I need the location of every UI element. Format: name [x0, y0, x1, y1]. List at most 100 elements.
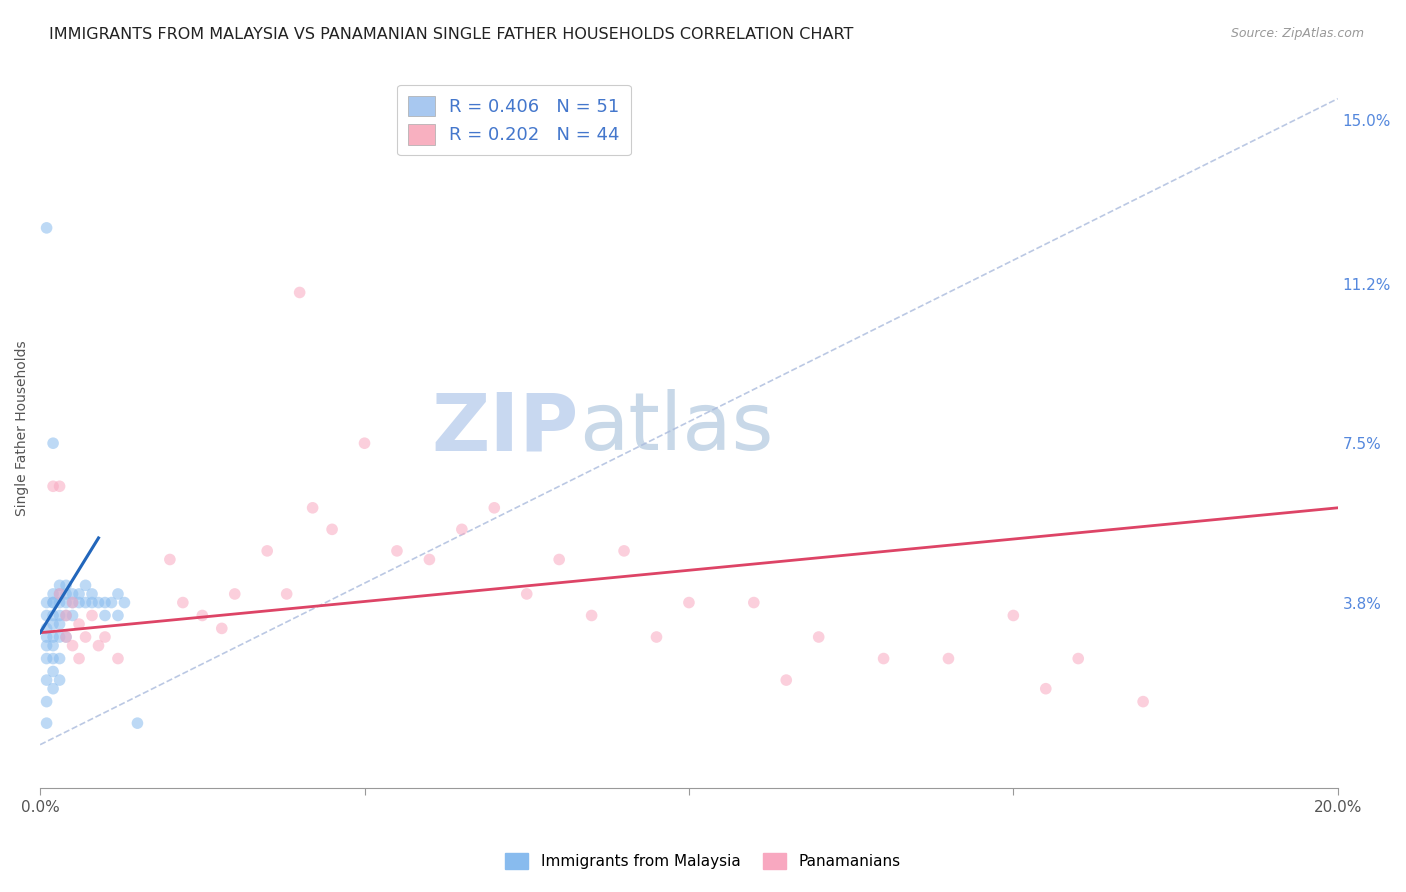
Point: [1002, 608, 1025, 623]
Point: [107, 651, 129, 665]
Point: [548, 552, 571, 566]
Point: [62, 596, 84, 610]
Point: [42, 681, 65, 696]
Point: [55, 630, 77, 644]
Point: [48, 596, 70, 610]
Point: [48, 578, 70, 592]
Point: [42, 436, 65, 450]
Point: [1067, 651, 1090, 665]
Point: [42, 608, 65, 623]
Point: [42, 596, 65, 610]
Point: [62, 596, 84, 610]
Point: [938, 651, 960, 665]
Point: [484, 500, 506, 515]
Point: [80, 608, 103, 623]
Point: [42, 639, 65, 653]
Point: [159, 552, 181, 566]
Point: [107, 608, 129, 623]
Point: [581, 608, 603, 623]
Point: [55, 608, 77, 623]
Point: [678, 596, 700, 610]
Point: [55, 578, 77, 592]
Text: IMMIGRANTS FROM MALAYSIA VS PANAMANIAN SINGLE FATHER HOUSEHOLDS CORRELATION CHAR: IMMIGRANTS FROM MALAYSIA VS PANAMANIAN S…: [49, 27, 853, 42]
Point: [42, 596, 65, 610]
Point: [127, 716, 149, 731]
Point: [87, 639, 110, 653]
Point: [211, 621, 233, 635]
Point: [256, 544, 278, 558]
Text: ZIP: ZIP: [432, 389, 579, 467]
Point: [385, 544, 408, 558]
Point: [48, 651, 70, 665]
Point: [62, 639, 84, 653]
Point: [48, 617, 70, 632]
Point: [48, 673, 70, 687]
Point: [35, 695, 58, 709]
Point: [94, 608, 117, 623]
Point: [80, 596, 103, 610]
Point: [42, 617, 65, 632]
Text: Source: ZipAtlas.com: Source: ZipAtlas.com: [1230, 27, 1364, 40]
Point: [100, 596, 122, 610]
Point: [276, 587, 298, 601]
Point: [75, 596, 97, 610]
Point: [55, 587, 77, 601]
Point: [1132, 695, 1154, 709]
Point: [450, 522, 472, 536]
Point: [172, 596, 194, 610]
Point: [613, 544, 636, 558]
Point: [48, 479, 70, 493]
Point: [114, 596, 136, 610]
Point: [224, 587, 246, 601]
Y-axis label: Single Father Households: Single Father Households: [15, 341, 30, 516]
Point: [42, 587, 65, 601]
Point: [55, 596, 77, 610]
Point: [75, 630, 97, 644]
Point: [48, 630, 70, 644]
Point: [67, 587, 90, 601]
Point: [301, 500, 323, 515]
Point: [35, 621, 58, 635]
Legend: R = 0.406   N = 51, R = 0.202   N = 44: R = 0.406 N = 51, R = 0.202 N = 44: [396, 85, 631, 155]
Point: [48, 608, 70, 623]
Point: [42, 651, 65, 665]
Point: [107, 587, 129, 601]
Point: [55, 630, 77, 644]
Point: [1035, 681, 1057, 696]
Point: [645, 630, 668, 644]
Text: atlas: atlas: [579, 389, 773, 467]
Point: [94, 630, 117, 644]
Point: [42, 630, 65, 644]
Point: [67, 651, 90, 665]
Point: [35, 639, 58, 653]
Legend: Immigrants from Malaysia, Panamanians: Immigrants from Malaysia, Panamanians: [499, 847, 907, 875]
Point: [321, 522, 343, 536]
Point: [62, 608, 84, 623]
Point: [516, 587, 538, 601]
Point: [35, 596, 58, 610]
Point: [42, 479, 65, 493]
Point: [288, 285, 311, 300]
Point: [80, 587, 103, 601]
Point: [48, 587, 70, 601]
Point: [353, 436, 375, 450]
Point: [418, 552, 440, 566]
Point: [35, 220, 58, 235]
Point: [807, 630, 830, 644]
Point: [35, 608, 58, 623]
Point: [35, 673, 58, 687]
Point: [42, 665, 65, 679]
Point: [87, 596, 110, 610]
Point: [35, 716, 58, 731]
Point: [48, 587, 70, 601]
Point: [67, 596, 90, 610]
Point: [35, 630, 58, 644]
Point: [55, 608, 77, 623]
Point: [775, 673, 797, 687]
Point: [75, 578, 97, 592]
Point: [35, 651, 58, 665]
Point: [67, 617, 90, 632]
Point: [872, 651, 894, 665]
Point: [191, 608, 214, 623]
Point: [62, 587, 84, 601]
